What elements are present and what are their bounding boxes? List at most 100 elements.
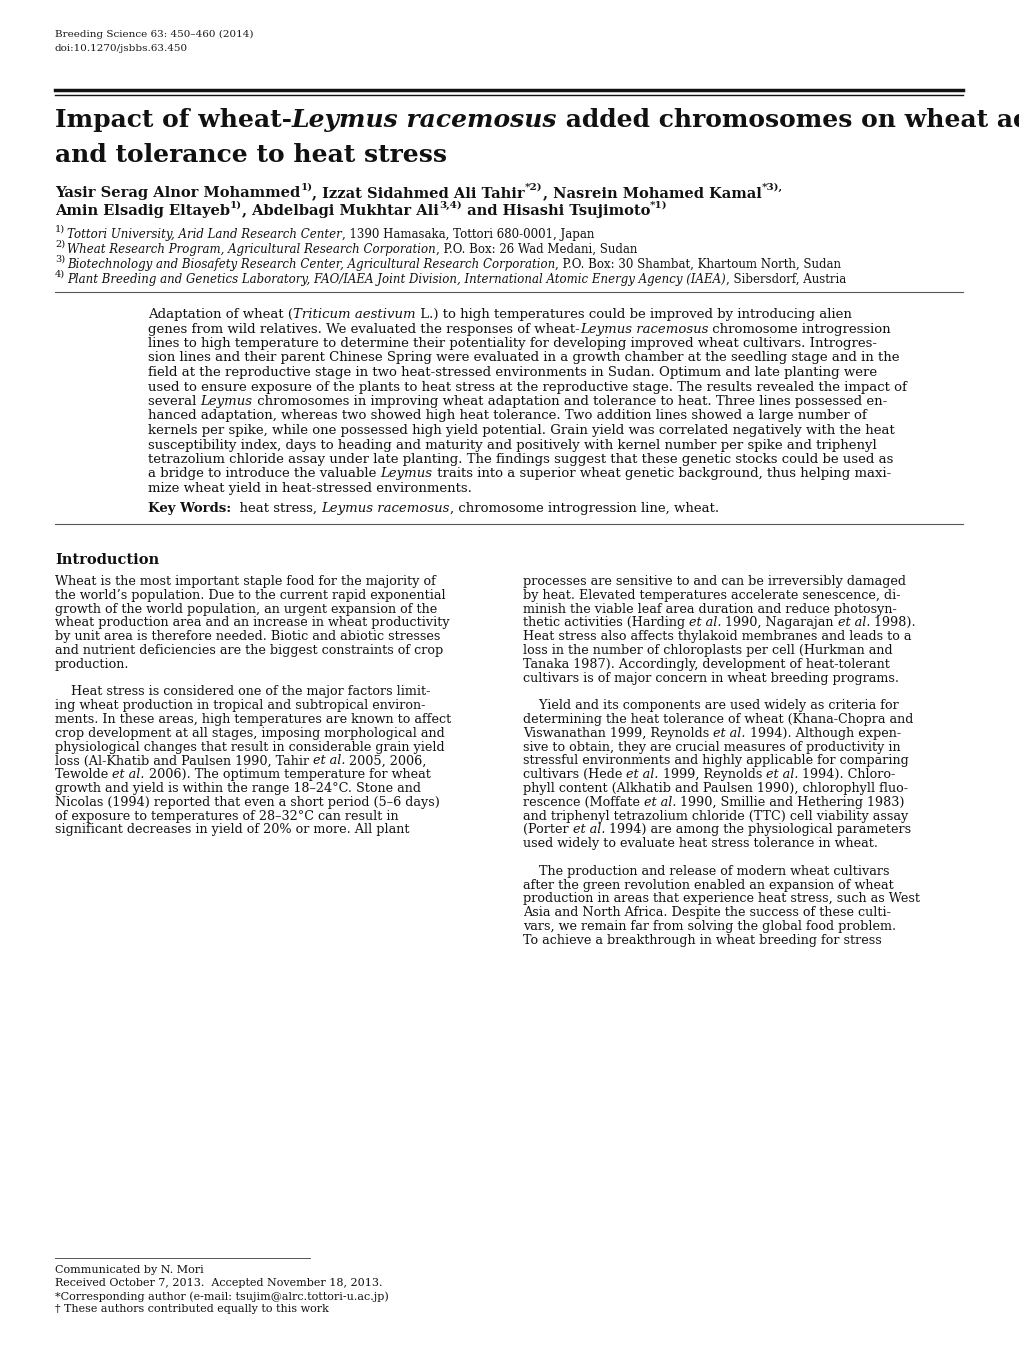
Text: by heat. Elevated temperatures accelerate senescence, di-: by heat. Elevated temperatures accelerat… — [523, 589, 900, 602]
Text: sive to obtain, they are crucial measures of productivity in: sive to obtain, they are crucial measure… — [523, 741, 900, 753]
Text: Biotechnology and Biosafety Research Center, Agricultural Research Corporation: Biotechnology and Biosafety Research Cen… — [67, 258, 554, 271]
Text: Tanaka 1987). Accordingly, development of heat-tolerant: Tanaka 1987). Accordingly, development o… — [523, 657, 889, 671]
Text: production.: production. — [55, 657, 129, 671]
Text: traits into a superior wheat genetic background, thus helping maxi-: traits into a superior wheat genetic bac… — [432, 467, 890, 481]
Text: (Porter: (Porter — [523, 824, 572, 837]
Text: significant decreases in yield of 20% or more. All plant: significant decreases in yield of 20% or… — [55, 824, 409, 837]
Text: , Nasrein Mohamed Kamal: , Nasrein Mohamed Kamal — [542, 186, 761, 200]
Text: tetrazolium chloride assay under late planting. The findings suggest that these : tetrazolium chloride assay under late pl… — [148, 454, 893, 466]
Text: Amin Elsadig Eltayeb: Amin Elsadig Eltayeb — [55, 204, 229, 217]
Text: the world’s population. Due to the current rapid exponential: the world’s population. Due to the curre… — [55, 589, 445, 602]
Text: 3,4): 3,4) — [438, 201, 462, 211]
Text: Wheat Research Program, Agricultural Research Corporation: Wheat Research Program, Agricultural Res… — [67, 243, 435, 256]
Text: L.) to high temperatures could be improved by introducing alien: L.) to high temperatures could be improv… — [415, 308, 851, 321]
Text: field at the reproductive stage in two heat-stressed environments in Sudan. Opti: field at the reproductive stage in two h… — [148, 366, 876, 379]
Text: of exposure to temperatures of 28–32°C can result in: of exposure to temperatures of 28–32°C c… — [55, 810, 398, 822]
Text: heat stress,: heat stress, — [231, 502, 321, 514]
Text: et al.: et al. — [572, 824, 604, 837]
Text: a bridge to introduce the valuable: a bridge to introduce the valuable — [148, 467, 380, 481]
Text: 1): 1) — [55, 225, 65, 234]
Text: loss (Al-Khatib and Paulsen 1990, Tahir: loss (Al-Khatib and Paulsen 1990, Tahir — [55, 755, 313, 767]
Text: Viswanathan 1999, Reynolds: Viswanathan 1999, Reynolds — [523, 726, 712, 740]
Text: 4): 4) — [55, 270, 65, 279]
Text: *2): *2) — [525, 184, 542, 192]
Text: 1990, Smillie and Hethering 1983): 1990, Smillie and Hethering 1983) — [676, 795, 904, 809]
Text: added chromosomes on wheat adaptation: added chromosomes on wheat adaptation — [557, 108, 1019, 132]
Text: Leymus racemosus: Leymus racemosus — [321, 502, 449, 514]
Text: thetic activities (Harding: thetic activities (Harding — [523, 617, 689, 629]
Text: sion lines and their parent Chinese Spring were evaluated in a growth chamber at: sion lines and their parent Chinese Spri… — [148, 351, 899, 364]
Text: et al.: et al. — [313, 755, 345, 767]
Text: , Izzat Sidahmed Ali Tahir: , Izzat Sidahmed Ali Tahir — [312, 186, 525, 200]
Text: Heat stress is considered one of the major factors limit-: Heat stress is considered one of the maj… — [55, 686, 430, 698]
Text: Leymus: Leymus — [201, 396, 253, 408]
Text: minish the viable leaf area duration and reduce photosyn-: minish the viable leaf area duration and… — [523, 602, 896, 616]
Text: rescence (Moffate: rescence (Moffate — [523, 795, 643, 809]
Text: Received October 7, 2013.  Accepted November 18, 2013.: Received October 7, 2013. Accepted Novem… — [55, 1278, 382, 1288]
Text: phyll content (Alkhatib and Paulsen 1990), chlorophyll fluo-: phyll content (Alkhatib and Paulsen 1990… — [523, 782, 907, 795]
Text: , chromosome introgression line, wheat.: , chromosome introgression line, wheat. — [449, 502, 718, 514]
Text: , Sibersdorf, Austria: , Sibersdorf, Austria — [726, 273, 846, 286]
Text: 1): 1) — [229, 201, 242, 211]
Text: 1994). Although expen-: 1994). Although expen- — [745, 726, 900, 740]
Text: doi:10.1270/jsbbs.63.450: doi:10.1270/jsbbs.63.450 — [55, 45, 187, 53]
Text: *3),: *3), — [761, 184, 782, 192]
Text: *Corresponding author (e-mail: tsujim@alrc.tottori-u.ac.jp): *Corresponding author (e-mail: tsujim@al… — [55, 1291, 388, 1301]
Text: genes from wild relatives. We evaluated the responses of wheat-: genes from wild relatives. We evaluated … — [148, 323, 579, 336]
Text: Tottori University, Arid Land Research Center: Tottori University, Arid Land Research C… — [67, 228, 341, 242]
Text: *1): *1) — [649, 201, 667, 211]
Text: kernels per spike, while one possessed high yield potential. Grain yield was cor: kernels per spike, while one possessed h… — [148, 424, 894, 437]
Text: Impact of wheat-: Impact of wheat- — [55, 108, 291, 132]
Text: 1): 1) — [300, 184, 312, 192]
Text: Wheat is the most important staple food for the majority of: Wheat is the most important staple food … — [55, 575, 435, 589]
Text: Nicolas (1994) reported that even a short period (5–6 days): Nicolas (1994) reported that even a shor… — [55, 795, 439, 809]
Text: 2006). The optimum temperature for wheat: 2006). The optimum temperature for wheat — [145, 768, 430, 782]
Text: et al.: et al. — [112, 768, 145, 782]
Text: Yasir Serag Alnor Mohammed: Yasir Serag Alnor Mohammed — [55, 186, 300, 200]
Text: after the green revolution enabled an expansion of wheat: after the green revolution enabled an ex… — [523, 879, 893, 891]
Text: susceptibility index, days to heading and maturity and positively with kernel nu: susceptibility index, days to heading an… — [148, 439, 876, 451]
Text: used widely to evaluate heat stress tolerance in wheat.: used widely to evaluate heat stress tole… — [523, 837, 877, 850]
Text: Leymus: Leymus — [380, 467, 432, 481]
Text: Introduction: Introduction — [55, 554, 159, 567]
Text: Leymus racemosus: Leymus racemosus — [579, 323, 707, 336]
Text: Key Words:: Key Words: — [148, 502, 231, 514]
Text: et al.: et al. — [626, 768, 658, 782]
Text: 1994). Chloro-: 1994). Chloro- — [798, 768, 895, 782]
Text: To achieve a breakthrough in wheat breeding for stress: To achieve a breakthrough in wheat breed… — [523, 934, 880, 946]
Text: ments. In these areas, high temperatures are known to affect: ments. In these areas, high temperatures… — [55, 713, 450, 726]
Text: 2): 2) — [55, 240, 65, 248]
Text: , P.O. Box: 30 Shambat, Khartoum North, Sudan: , P.O. Box: 30 Shambat, Khartoum North, … — [554, 258, 841, 271]
Text: lines to high temperature to determine their potentiality for developing improve: lines to high temperature to determine t… — [148, 338, 876, 350]
Text: cultivars is of major concern in wheat breeding programs.: cultivars is of major concern in wheat b… — [523, 671, 898, 684]
Text: growth of the world population, an urgent expansion of the: growth of the world population, an urgen… — [55, 602, 437, 616]
Text: cultivars (Hede: cultivars (Hede — [523, 768, 626, 782]
Text: production in areas that experience heat stress, such as West: production in areas that experience heat… — [523, 892, 919, 906]
Text: et al.: et al. — [689, 617, 720, 629]
Text: , 1390 Hamasaka, Tottori 680-0001, Japan: , 1390 Hamasaka, Tottori 680-0001, Japan — [341, 228, 594, 242]
Text: chromosome introgression: chromosome introgression — [707, 323, 890, 336]
Text: wheat production area and an increase in wheat productivity: wheat production area and an increase in… — [55, 617, 449, 629]
Text: crop development at all stages, imposing morphological and: crop development at all stages, imposing… — [55, 726, 444, 740]
Text: vars, we remain far from solving the global food problem.: vars, we remain far from solving the glo… — [523, 919, 896, 933]
Text: and Hisashi Tsujimoto: and Hisashi Tsujimoto — [462, 204, 649, 217]
Text: Communicated by N. Mori: Communicated by N. Mori — [55, 1265, 204, 1274]
Text: Asia and North Africa. Despite the success of these culti-: Asia and North Africa. Despite the succe… — [523, 906, 890, 919]
Text: physiological changes that result in considerable grain yield: physiological changes that result in con… — [55, 741, 444, 753]
Text: Breeding Science 63: 450–460 (2014): Breeding Science 63: 450–460 (2014) — [55, 30, 254, 39]
Text: 2005, 2006,: 2005, 2006, — [345, 755, 427, 767]
Text: 3): 3) — [55, 255, 65, 265]
Text: and nutrient deficiencies are the biggest constraints of crop: and nutrient deficiencies are the bigges… — [55, 644, 443, 657]
Text: et al.: et al. — [712, 726, 745, 740]
Text: 1998).: 1998). — [869, 617, 915, 629]
Text: chromosomes in improving wheat adaptation and tolerance to heat. Three lines pos: chromosomes in improving wheat adaptatio… — [253, 396, 886, 408]
Text: growth and yield is within the range 18–24°C. Stone and: growth and yield is within the range 18–… — [55, 782, 421, 795]
Text: The production and release of modern wheat cultivars: The production and release of modern whe… — [523, 865, 889, 878]
Text: Yield and its components are used widely as criteria for: Yield and its components are used widely… — [523, 699, 898, 713]
Text: stressful environments and highly applicable for comparing: stressful environments and highly applic… — [523, 755, 908, 767]
Text: , Abdelbagi Mukhtar Ali: , Abdelbagi Mukhtar Ali — [242, 204, 438, 217]
Text: 1999, Reynolds: 1999, Reynolds — [658, 768, 765, 782]
Text: by unit area is therefore needed. Biotic and abiotic stresses: by unit area is therefore needed. Biotic… — [55, 630, 440, 643]
Text: and triphenyl tetrazolium chloride (TTC) cell viability assay: and triphenyl tetrazolium chloride (TTC)… — [523, 810, 907, 822]
Text: et al.: et al. — [765, 768, 798, 782]
